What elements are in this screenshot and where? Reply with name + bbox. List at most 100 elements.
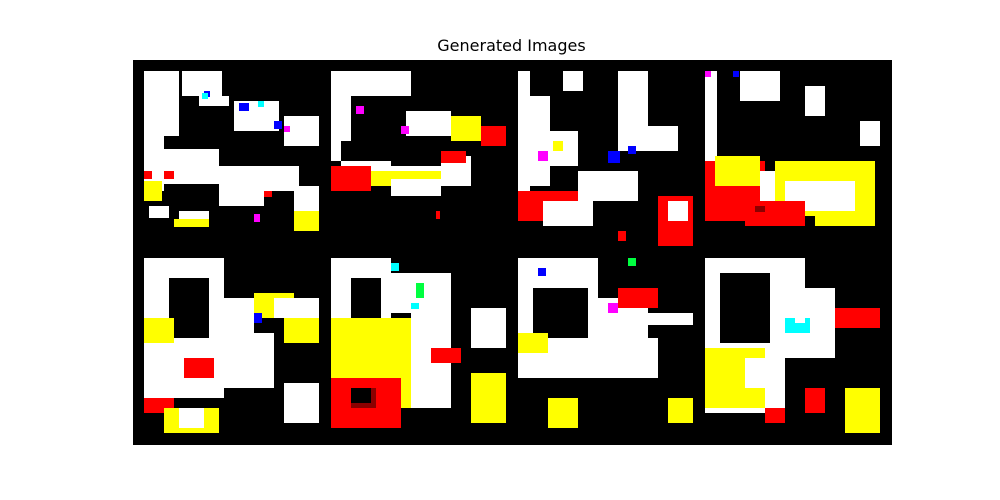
image-grid-panel [133, 60, 892, 445]
pixel-blob-white [406, 111, 451, 136]
pixel-blob-cyan [411, 303, 419, 309]
pixel-blob-black [533, 288, 588, 338]
pixel-blob-blue [254, 313, 262, 323]
pixel-blob-white [471, 308, 506, 348]
pixel-blob-red [745, 201, 805, 226]
pixel-blob-magenta [356, 106, 364, 114]
pixel-blob-white [179, 408, 204, 428]
generated-image-3 [518, 71, 694, 247]
generated-image-7 [518, 258, 694, 434]
pixel-blob-white [351, 71, 411, 96]
pixel-blob-yellow [548, 398, 578, 428]
pixel-blob-white [274, 298, 319, 318]
pixel-blob-white [530, 96, 550, 186]
pixel-blob-magenta [284, 126, 290, 132]
pixel-blob-blue [628, 146, 636, 154]
pixel-blob-blue [733, 71, 739, 77]
pixel-blob-yellow [391, 171, 441, 179]
pixel-blob-red [441, 151, 466, 163]
generated-image-5 [144, 258, 320, 434]
pixel-blob-red [184, 358, 214, 378]
pixel-blob-yellow [371, 171, 391, 186]
pixel-blob-red [618, 288, 658, 308]
figure-title: Generated Images [437, 36, 586, 55]
pixel-blob-white [563, 71, 583, 91]
pixel-blob-white [618, 71, 648, 151]
pixel-blob-white [648, 126, 678, 151]
pixel-blob-yellow [471, 373, 506, 423]
pixel-blob-yellow [144, 318, 174, 343]
generated-image-8 [705, 258, 881, 434]
pixel-blob-red [144, 171, 152, 179]
pixel-blob-cyan [202, 93, 208, 99]
pixel-blob-red [431, 348, 461, 363]
pixel-blob-magenta [401, 126, 409, 134]
pixel-blob-white [860, 121, 880, 146]
pixel-blob-blue [239, 103, 249, 111]
pixel-blob-white [785, 258, 805, 288]
pixel-blob-white [144, 71, 164, 191]
generated-image-2 [331, 71, 507, 247]
generated-image-1 [144, 71, 320, 247]
pixel-blob-red [331, 166, 371, 191]
pixel-blob-black [351, 388, 371, 403]
pixel-blob-magenta [705, 71, 711, 77]
pixel-blob-dark_red [755, 206, 765, 212]
pixel-blob-red [805, 388, 825, 413]
pixel-blob-white [284, 383, 319, 423]
pixel-blob-magenta [254, 214, 260, 222]
pixel-blob-white [740, 71, 780, 101]
pixel-blob-white [264, 166, 299, 191]
pixel-blob-yellow [451, 116, 481, 141]
pixel-blob-black [169, 278, 209, 338]
pixel-blob-white [331, 141, 341, 161]
pixel-blob-white [705, 71, 717, 161]
pixel-blob-white [648, 313, 693, 325]
pixel-blob-yellow [518, 333, 548, 353]
pixel-blob-cyan [391, 263, 399, 271]
pixel-blob-yellow [668, 398, 693, 423]
pixel-blob-white [745, 358, 785, 388]
pixel-blob-black [720, 273, 770, 343]
generated-image-6 [331, 258, 507, 434]
pixel-blob-red [164, 171, 174, 179]
pixel-blob-white [164, 71, 179, 136]
pixel-blob-yellow [284, 318, 319, 343]
pixel-blob-red [264, 191, 272, 197]
image-background [331, 71, 507, 247]
pixel-blob-white [543, 201, 593, 226]
pixel-blob-white [805, 86, 825, 116]
pixel-blob-white [668, 201, 688, 221]
pixel-blob-blue [538, 268, 546, 276]
pixel-blob-white [578, 171, 638, 201]
pixel-blob-white [518, 71, 530, 216]
pixel-blob-white [224, 333, 274, 388]
pixel-blob-white [391, 166, 441, 196]
pixel-blob-red [835, 308, 880, 328]
pixel-blob-blue [274, 121, 282, 129]
pixel-blob-red [765, 408, 785, 423]
pixel-blob-magenta [538, 151, 548, 161]
pixel-blob-blue [608, 151, 620, 163]
pixel-blob-white [219, 166, 264, 206]
pixel-blob-red [436, 211, 440, 219]
pixel-blob-yellow [174, 219, 209, 227]
pixel-blob-cyan [258, 101, 264, 107]
pixel-blob-black [351, 278, 381, 318]
pixel-blob-red [618, 231, 626, 241]
pixel-blob-white [199, 96, 229, 106]
pixel-blob-magenta [608, 303, 618, 313]
pixel-blob-yellow [845, 388, 880, 433]
image-grid [144, 71, 881, 434]
pixel-blob-yellow [715, 156, 760, 186]
pixel-blob-yellow [294, 211, 319, 231]
pixel-blob-red [481, 126, 506, 146]
pixel-blob-white [331, 71, 351, 141]
generated-image-4 [705, 71, 881, 247]
pixel-blob-white [182, 71, 222, 96]
pixel-blob-white [149, 206, 169, 218]
pixel-blob-white [795, 313, 805, 323]
pixel-blob-green [416, 283, 424, 298]
pixel-blob-yellow [815, 211, 875, 226]
pixel-blob-yellow [144, 181, 162, 201]
